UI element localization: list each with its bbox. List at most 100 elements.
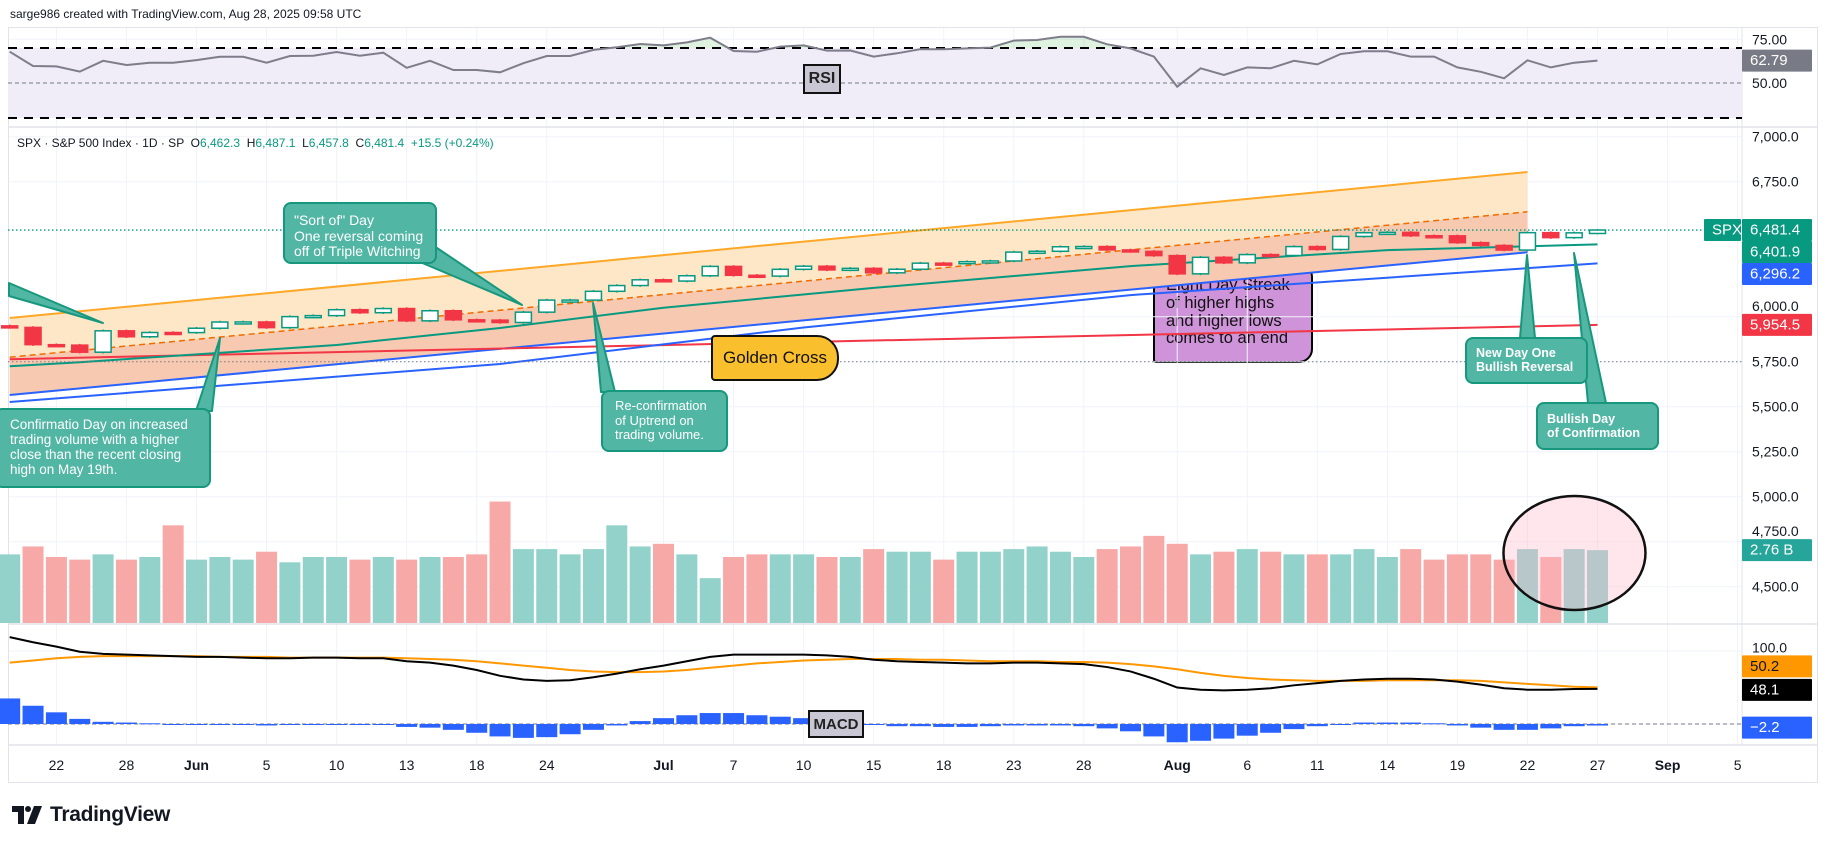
candle[interactable] (234, 320, 252, 325)
candle[interactable] (1588, 229, 1607, 235)
candle[interactable] (444, 309, 463, 322)
time-axis-label: 22 (1520, 757, 1536, 773)
candle[interactable] (561, 298, 579, 303)
tradingview-logo[interactable]: TradingView (12, 803, 170, 827)
candle[interactable] (608, 284, 626, 293)
price-axis[interactable]: 6,481.4 6,401.9 6,296.2 5,954.5 SPX 2.76 B 62.… (1704, 31, 1812, 739)
macd-indicator-label[interactable]: MACD (808, 710, 864, 738)
annotation-golden-cross[interactable]: Golden Cross (711, 335, 839, 381)
candle[interactable] (841, 267, 860, 272)
candle[interactable] (1075, 245, 1093, 250)
candle[interactable] (421, 309, 439, 323)
annotation-new-day-one[interactable]: New Day One Bullish Reversal (1465, 337, 1588, 384)
candle[interactable] (0, 324, 19, 329)
channel-mid-line[interactable] (9, 211, 1528, 358)
candle[interactable] (491, 318, 509, 324)
symbol-legend[interactable]: SPX · S&P 500 Index · 1D · SP O6,462.3 H… (17, 136, 494, 150)
candle[interactable] (1472, 241, 1490, 247)
candle[interactable] (47, 343, 66, 348)
candle[interactable] (934, 261, 953, 266)
candle[interactable] (281, 315, 299, 329)
candle[interactable] (1425, 234, 1443, 239)
macd-pane[interactable] (0, 636, 1742, 743)
candle[interactable] (164, 331, 182, 336)
candle[interactable] (1378, 231, 1397, 236)
candle[interactable] (1355, 231, 1373, 238)
candle[interactable] (538, 298, 556, 314)
candle[interactable] (1238, 253, 1256, 265)
candle[interactable] (117, 329, 136, 339)
price-axis-label: 5,750.0 (1752, 354, 1799, 370)
candle[interactable] (1495, 244, 1513, 252)
annotation-bullish-confirmation[interactable]: Bullish Day of Confirmation (1536, 402, 1659, 450)
candle[interactable] (374, 307, 393, 314)
candle[interactable] (631, 278, 649, 287)
macd-line[interactable] (9, 636, 1598, 692)
candle[interactable] (71, 343, 89, 354)
channel-upper-line[interactable] (9, 171, 1528, 319)
candle[interactable] (678, 274, 696, 283)
candle[interactable] (958, 260, 976, 265)
macd-histogram-bar (1096, 724, 1118, 729)
candle[interactable] (351, 308, 369, 314)
candle[interactable] (514, 310, 533, 324)
candle[interactable] (1401, 231, 1420, 237)
candle[interactable] (1565, 231, 1583, 239)
candle[interactable] (24, 326, 42, 346)
candle[interactable] (1308, 245, 1327, 251)
candle[interactable] (724, 265, 743, 277)
moving-average-blue[interactable] (9, 262, 1598, 403)
candle[interactable] (1005, 250, 1023, 263)
candle[interactable] (1331, 235, 1350, 251)
candle[interactable] (1051, 245, 1070, 253)
candle[interactable] (1261, 253, 1280, 258)
candle[interactable] (981, 259, 1000, 264)
annotation-confirmation-day[interactable]: Confirmatio Day on increased trading vol… (0, 408, 211, 488)
candle[interactable] (257, 320, 276, 329)
time-axis[interactable]: 22 28 Jun 5 10 13 18 24 Jul 7 10 15 18 23 28 Aug 6 11 14 19… (49, 757, 1742, 773)
candles[interactable] (0, 229, 1607, 354)
annotation-reconfirmation[interactable]: Re-confirmation of Uptrend on trading vo… (601, 390, 728, 452)
candle[interactable] (1168, 254, 1186, 276)
candle[interactable] (467, 318, 486, 323)
volume-bar (1470, 554, 1492, 623)
volume-highlight[interactable] (1502, 494, 1647, 612)
candle[interactable] (141, 331, 159, 339)
candle[interactable] (1145, 250, 1163, 257)
candle[interactable] (327, 308, 346, 317)
candle[interactable] (818, 264, 836, 272)
candle[interactable] (911, 261, 930, 271)
rsi-pane[interactable] (8, 35, 1742, 119)
candle[interactable] (584, 290, 603, 302)
candle[interactable] (1448, 234, 1467, 244)
candle[interactable] (1542, 231, 1560, 239)
candle[interactable] (654, 278, 673, 283)
volume-bar (419, 557, 441, 623)
candle[interactable] (888, 267, 906, 275)
candle[interactable] (794, 264, 813, 271)
signal-value-tag-bg (1742, 655, 1812, 678)
candle[interactable] (94, 329, 112, 354)
candle[interactable] (1285, 245, 1303, 257)
candle[interactable] (701, 265, 719, 278)
candle[interactable] (1098, 245, 1116, 252)
candle[interactable] (1121, 248, 1140, 253)
rsi-indicator-label[interactable]: RSI (803, 64, 841, 94)
high-label: H (246, 136, 256, 150)
annotation-sort-of-day[interactable]: "Sort of" Day One reversal coming off of… (283, 202, 437, 264)
candle[interactable] (1028, 250, 1046, 255)
candle[interactable] (304, 314, 322, 319)
rsi-line[interactable] (9, 35, 1598, 89)
candle[interactable] (771, 268, 789, 278)
candle[interactable] (1215, 256, 1233, 265)
candle[interactable] (748, 274, 766, 279)
candle[interactable] (187, 326, 206, 334)
candle[interactable] (864, 267, 883, 275)
channel-lower-line[interactable] (9, 251, 1528, 396)
volume-highlight-ellipse[interactable] (1502, 494, 1647, 612)
candle[interactable] (1191, 256, 1210, 276)
candle[interactable] (397, 307, 416, 323)
candle[interactable] (1518, 231, 1537, 252)
candle[interactable] (211, 320, 229, 330)
